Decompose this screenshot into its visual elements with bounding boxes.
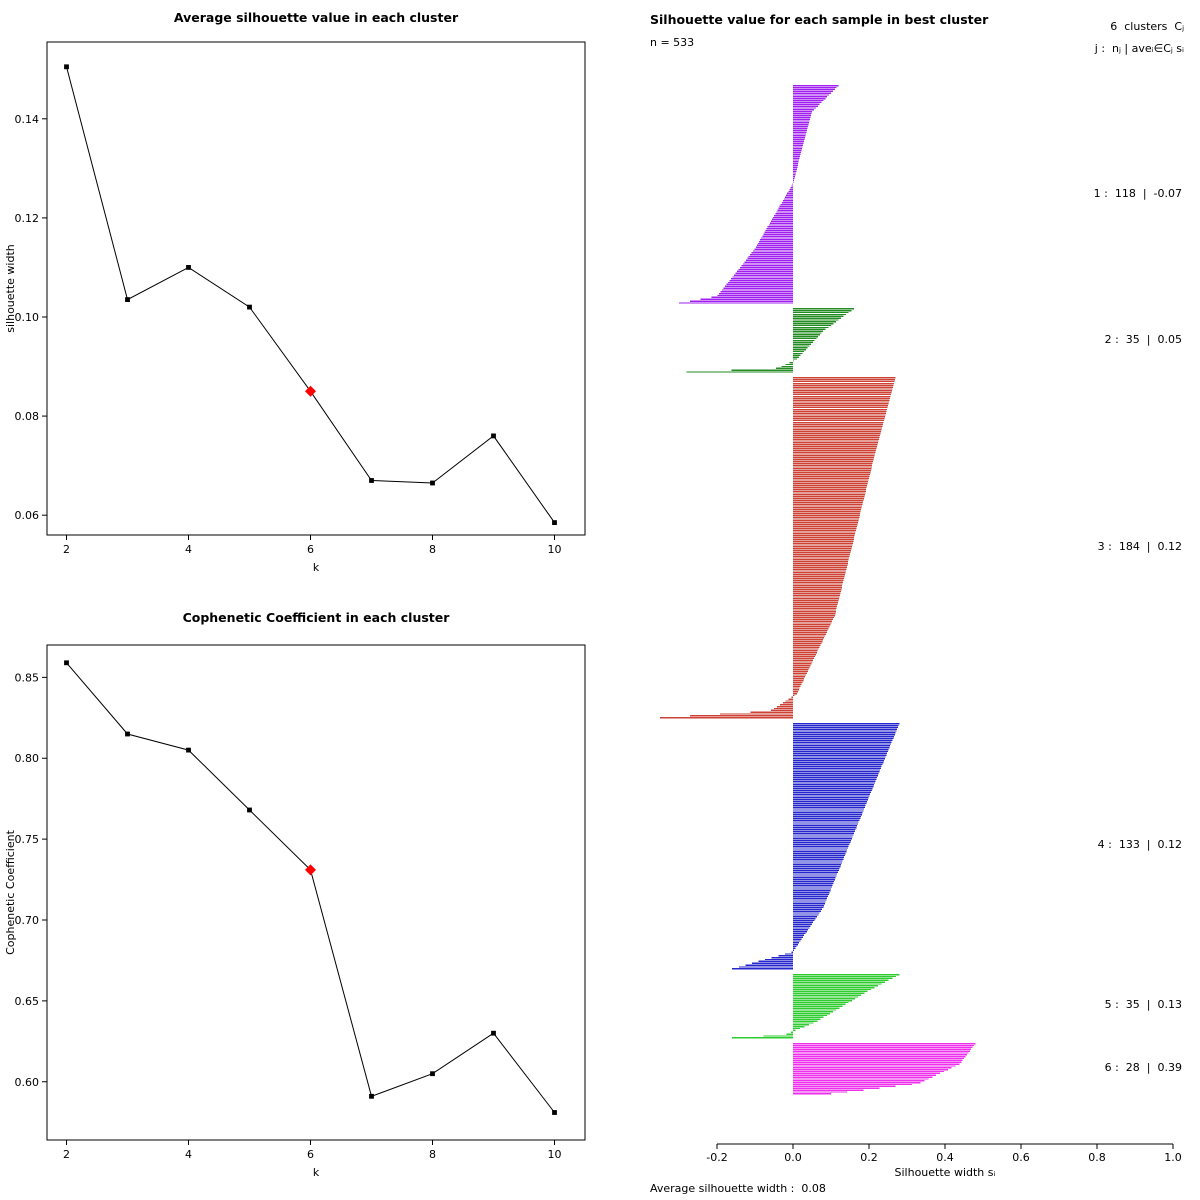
cluster-1-label: 1 : 118 | -0.07 — [1093, 186, 1182, 200]
sample-count-label: n = 533 — [650, 36, 695, 49]
bars-cluster-2 — [686, 308, 854, 373]
square-marker — [430, 1071, 435, 1077]
square-marker — [552, 1110, 557, 1115]
data-line — [66, 662, 555, 1113]
svg-text:0.4: 0.4 — [936, 1151, 954, 1164]
silhouette-bars-chart: -0.2 0.0 0.2 0.4 0.6 0.8 1.0 Silhouette width s… — [660, 85, 1182, 1179]
square-marker — [369, 1093, 374, 1099]
cluster-3-label: 3 : 184 | 0.12 — [1097, 540, 1182, 554]
bars-cluster-5 — [732, 973, 900, 1039]
square-marker — [369, 478, 374, 483]
square-marker — [64, 64, 69, 70]
square-marker — [491, 1030, 496, 1036]
cophenetic-line-chart: 2 4 6 8 10 0.60 0.65 0.70 0.75 0.80 0.85 k Copheneti… — [4, 644, 586, 1179]
x-axis-label: k — [313, 1166, 320, 1179]
bars-cluster-3 — [660, 377, 896, 719]
svg-text:0.60: 0.60 — [15, 1076, 40, 1089]
data-points — [64, 660, 557, 1115]
silhouette-plot-title: Silhouette value for each sample in best… — [650, 12, 989, 27]
svg-text:8: 8 — [429, 1148, 436, 1161]
y-axis-label: Cophenetic Coefficient — [4, 829, 17, 954]
silhouette-plot-panel: Silhouette value for each sample in best… — [600, 0, 1200, 1200]
cophenetic-chart-panel: Cophenetic Coefficient in each cluster 2… — [0, 600, 600, 1200]
square-marker — [552, 520, 557, 525]
x-axis: -0.2 0.0 0.2 0.4 0.6 0.8 1.0 — [706, 1143, 1182, 1164]
svg-text:6: 6 — [307, 1148, 314, 1161]
cluster-5-label: 5 : 35 | 0.13 — [1104, 998, 1182, 1012]
highlight-diamond-marker — [305, 864, 316, 876]
square-marker — [125, 297, 130, 302]
cluster-2-label: 2 : 35 | 0.05 — [1104, 332, 1182, 346]
bars-cluster-6 — [793, 1042, 976, 1095]
y-axis: 0.60 0.65 0.70 0.75 0.80 0.85 — [15, 671, 47, 1089]
y-axis-label: silhouette width — [4, 244, 17, 333]
svg-text:0.2: 0.2 — [860, 1151, 878, 1164]
square-marker — [247, 807, 252, 813]
square-marker — [491, 433, 496, 439]
plot-box — [46, 41, 586, 536]
square-marker — [430, 480, 435, 486]
svg-text:0.10: 0.10 — [15, 311, 40, 324]
square-marker — [186, 747, 191, 753]
average-silhouette-width-label: Average silhouette width : 0.08 — [650, 1182, 826, 1195]
highlight-diamond-marker — [305, 385, 316, 397]
svg-text:10: 10 — [548, 1148, 562, 1161]
x-axis-label: Silhouette width sᵢ — [895, 1166, 996, 1179]
data-line — [66, 66, 555, 523]
svg-text:0.6: 0.6 — [1012, 1151, 1030, 1164]
svg-text:0.75: 0.75 — [15, 833, 40, 846]
x-axis: 2 4 6 8 10 — [63, 535, 562, 556]
svg-text:0.06: 0.06 — [15, 509, 40, 522]
svg-text:4: 4 — [185, 543, 192, 556]
cluster-6-label: 6 : 28 | 0.39 — [1104, 1060, 1182, 1074]
svg-text:4: 4 — [185, 1148, 192, 1161]
cluster-4-label: 4 : 133 | 0.12 — [1097, 838, 1182, 852]
svg-text:0.8: 0.8 — [1088, 1151, 1106, 1164]
x-axis: 2 4 6 8 10 — [63, 1140, 562, 1161]
svg-text:1.0: 1.0 — [1164, 1151, 1182, 1164]
svg-text:2: 2 — [63, 1148, 70, 1161]
x-axis-label: k — [313, 561, 320, 574]
svg-text:8: 8 — [429, 543, 436, 556]
svg-text:0.85: 0.85 — [15, 671, 40, 684]
avg-silhouette-chart-panel: Average silhouette value in each cluster… — [0, 0, 600, 600]
svg-text:0.08: 0.08 — [15, 410, 40, 423]
square-marker — [64, 660, 69, 666]
bars-cluster-4 — [732, 722, 900, 970]
avg-silhouette-chart-title: Average silhouette value in each cluster — [173, 10, 459, 25]
svg-text:0.14: 0.14 — [15, 113, 40, 126]
svg-text:0.0: 0.0 — [784, 1151, 802, 1164]
silhouette-bars — [660, 85, 976, 1095]
square-marker — [125, 731, 130, 737]
svg-text:0.80: 0.80 — [15, 752, 40, 765]
svg-text:0.12: 0.12 — [15, 212, 40, 225]
data-points — [64, 64, 557, 525]
cophenetic-chart-title: Cophenetic Coefficient in each cluster — [182, 610, 450, 625]
square-marker — [247, 304, 252, 310]
svg-text:2: 2 — [63, 543, 70, 556]
cluster-legend-header: j : nⱼ | aveᵢ∈Cⱼ sᵢ — [1094, 42, 1184, 55]
svg-text:6: 6 — [307, 543, 314, 556]
plot-box — [46, 644, 586, 1141]
svg-text:0.70: 0.70 — [15, 914, 40, 927]
svg-text:10: 10 — [548, 543, 562, 556]
cluster-count-header: 6 clusters Cⱼ — [1110, 20, 1184, 33]
avg-silhouette-line-chart: 2 4 6 8 10 0.06 0.08 0.10 0.12 0.14 k silhouette wi… — [4, 41, 586, 574]
svg-text:0.65: 0.65 — [15, 995, 40, 1008]
square-marker — [186, 265, 191, 270]
bars-cluster-1 — [679, 85, 839, 304]
svg-text:-0.2: -0.2 — [706, 1151, 727, 1164]
y-axis: 0.06 0.08 0.10 0.12 0.14 — [15, 113, 47, 522]
